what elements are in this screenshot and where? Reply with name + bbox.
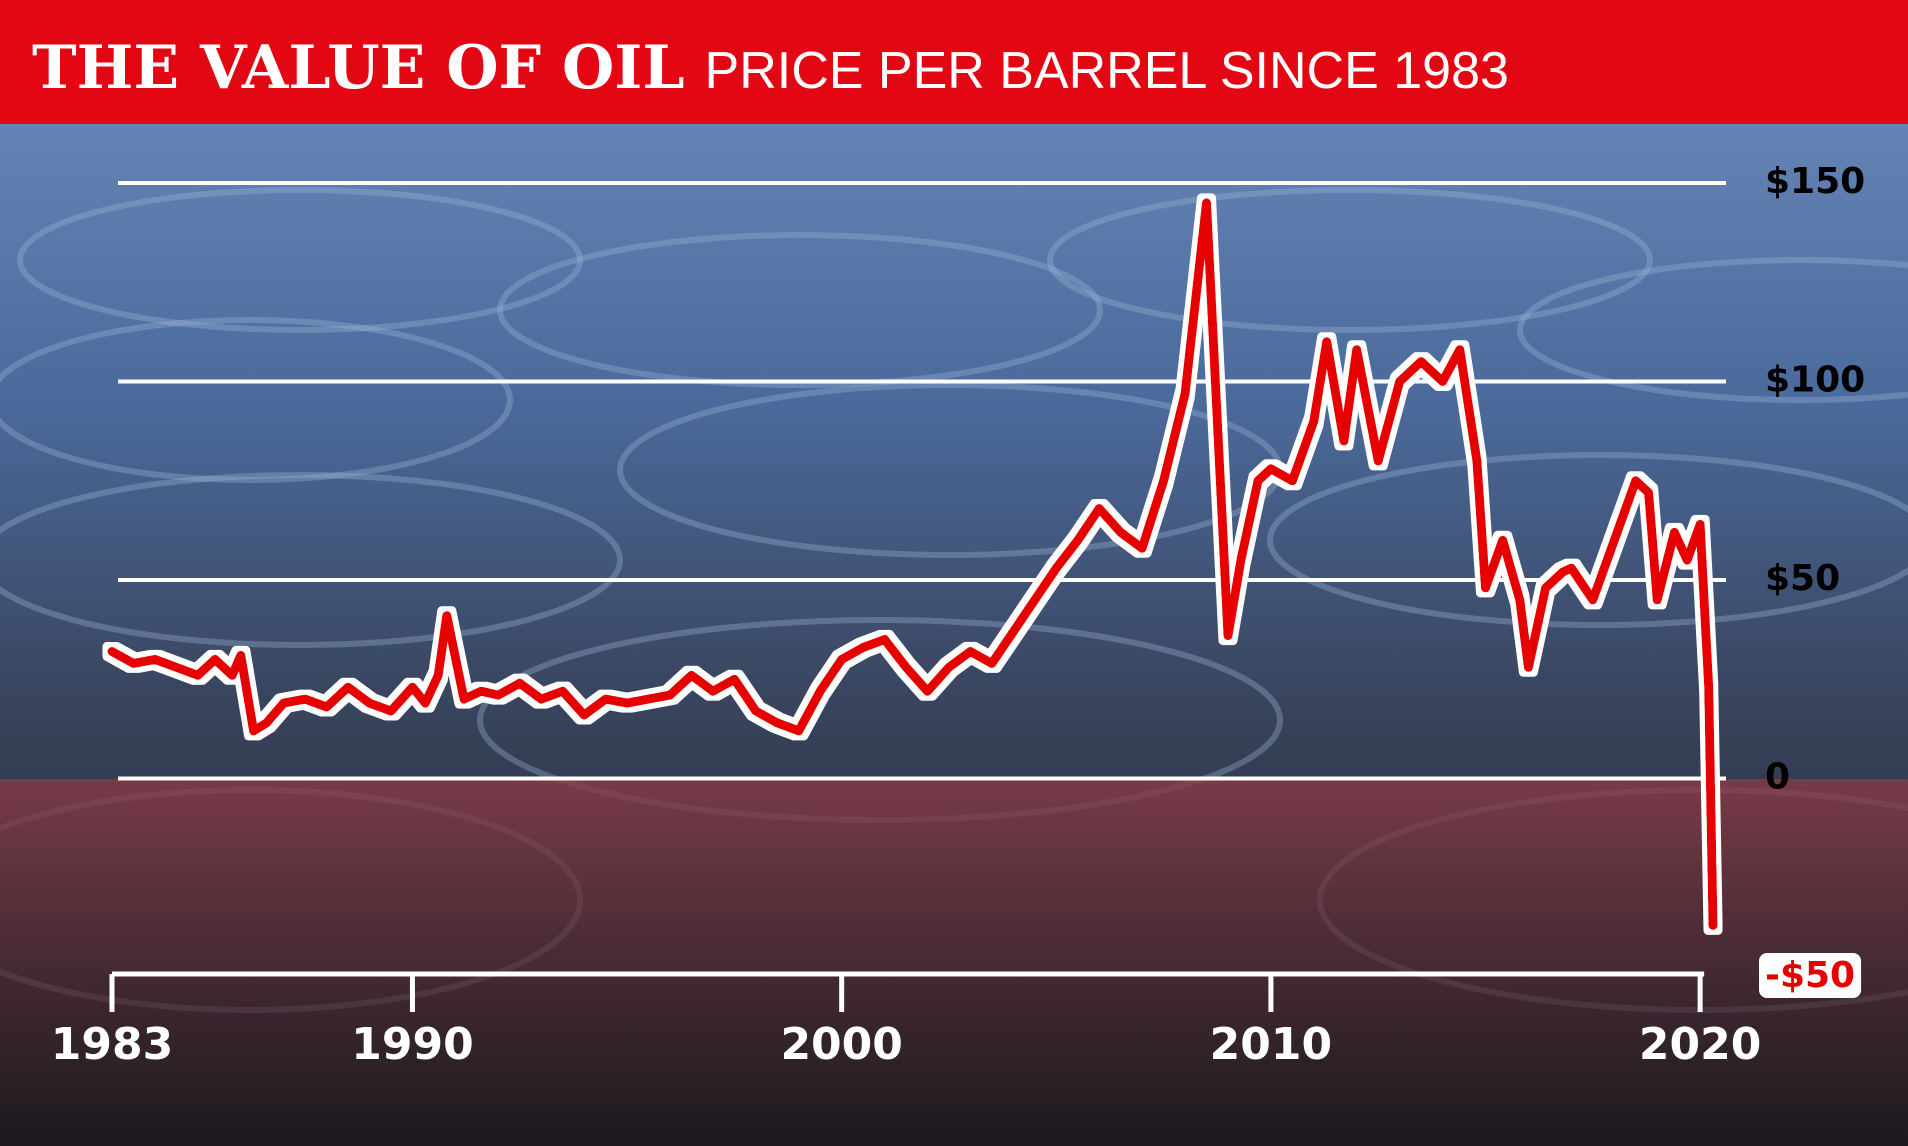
chart-subtitle: PRICE PER BARREL SINCE 1983 [705,42,1509,100]
y-tick-label: $50 [1765,558,1840,599]
y-tick-label-bg [1759,953,1862,998]
y-tick-label: -$50 [1765,955,1855,996]
y-tick-label: $100 [1765,360,1865,401]
x-tick-label: 2020 [1639,1019,1761,1070]
price-line [107,198,1718,930]
x-tick-label: 1983 [51,1019,173,1070]
chart-title: THE VALUE OF OIL [32,33,685,103]
x-tick-label: 2000 [780,1019,902,1070]
negative-zone [0,779,1908,1146]
y-tick-label: 0 [1765,757,1790,798]
y-tick-label: $150 [1765,161,1865,202]
header-bar [0,0,1908,124]
x-tick-label: 2010 [1210,1019,1332,1070]
x-tick-label: 1990 [351,1019,473,1070]
